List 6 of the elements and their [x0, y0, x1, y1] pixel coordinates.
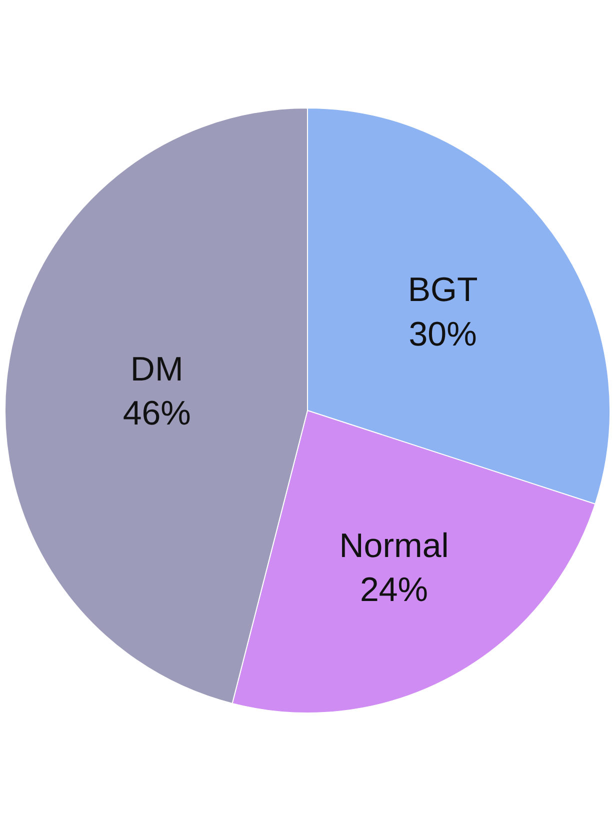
slice-label: BGT [408, 271, 478, 310]
slice-label: Normal [339, 526, 449, 565]
data-label: 46% [122, 394, 191, 433]
slice-label: DM [130, 350, 184, 388]
data-label: 30% [408, 315, 477, 354]
data-label: 24% [360, 570, 428, 609]
